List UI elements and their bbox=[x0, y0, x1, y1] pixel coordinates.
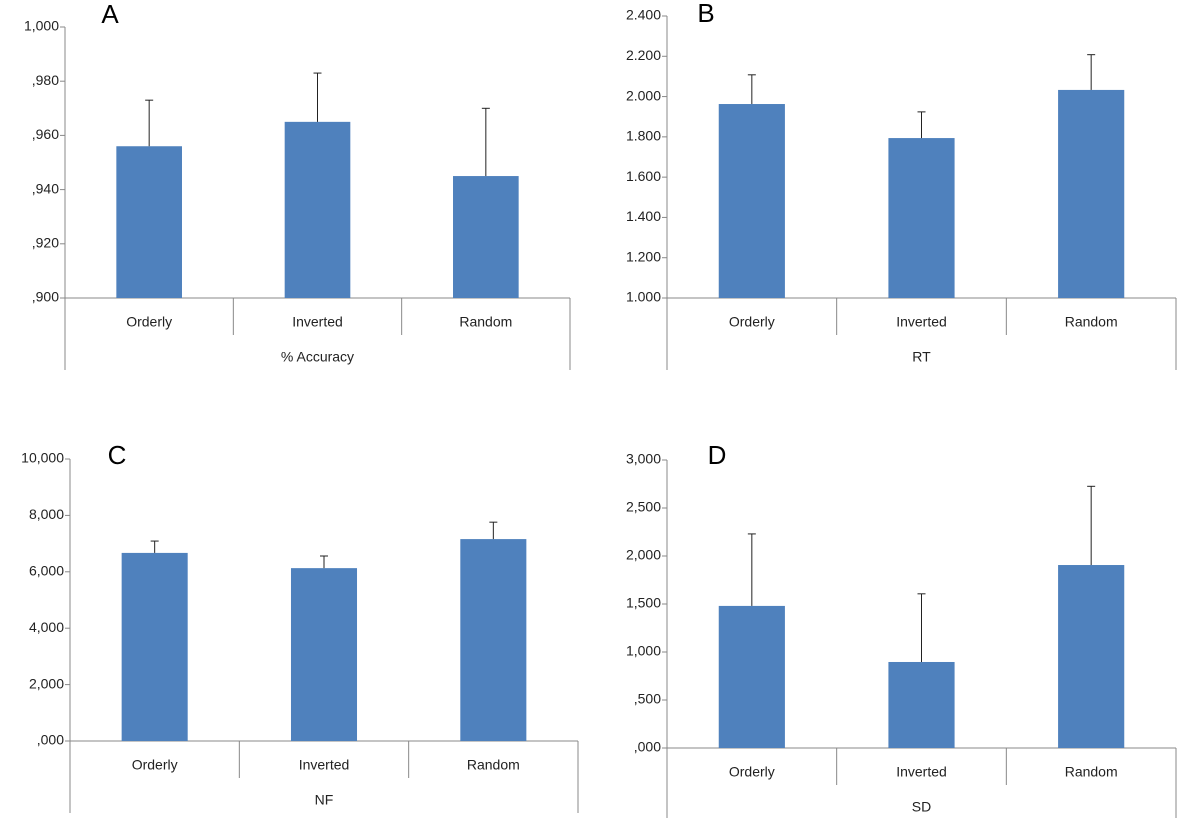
y-tick-label: ,980 bbox=[32, 72, 59, 88]
y-tick-label: 4,000 bbox=[29, 619, 64, 635]
y-tick-label: 3,000 bbox=[626, 451, 661, 467]
y-tick-label: 2.000 bbox=[626, 87, 661, 103]
error-bar bbox=[150, 540, 159, 553]
y-tick-label: ,000 bbox=[37, 732, 64, 748]
x-tick-label: Random bbox=[1065, 314, 1118, 330]
error-bar bbox=[145, 99, 154, 147]
y-tick-label: 1.600 bbox=[626, 168, 661, 184]
x-tick-label: Orderly bbox=[132, 757, 178, 773]
x-tick-label: Inverted bbox=[299, 757, 350, 773]
x-axis-label: SD bbox=[912, 799, 931, 815]
y-tick-label: 2,000 bbox=[626, 547, 661, 563]
y-tick-label: 1.000 bbox=[626, 289, 661, 305]
x-tick-label: Inverted bbox=[896, 314, 947, 330]
bar bbox=[460, 539, 527, 741]
y-tick-label: ,920 bbox=[32, 235, 59, 251]
bar bbox=[453, 176, 519, 298]
error-bar bbox=[747, 533, 756, 606]
x-tick-label: Random bbox=[459, 314, 512, 330]
bar bbox=[290, 568, 358, 741]
x-axis-label: % Accuracy bbox=[281, 349, 354, 365]
y-tick-label: 2,000 bbox=[29, 675, 64, 691]
error-bar bbox=[917, 593, 926, 662]
y-tick-label: 1,500 bbox=[626, 595, 661, 611]
x-axis-label: RT bbox=[912, 349, 931, 365]
y-tick-label: 6,000 bbox=[29, 563, 64, 579]
x-tick-label: Inverted bbox=[896, 764, 947, 780]
error-bar bbox=[747, 74, 756, 105]
y-tick-label: ,000 bbox=[634, 739, 661, 755]
y-tick-label: 2.400 bbox=[626, 7, 661, 23]
error-bar bbox=[1087, 485, 1096, 566]
bar bbox=[284, 121, 351, 298]
y-tick-label: 1,000 bbox=[626, 643, 661, 659]
error-bar bbox=[481, 107, 490, 177]
y-tick-label: 2.200 bbox=[626, 47, 661, 63]
y-tick-label: 10,000 bbox=[21, 450, 64, 466]
x-axis-label: NF bbox=[315, 792, 334, 808]
y-tick-label: 1.800 bbox=[626, 128, 661, 144]
panel-label: C bbox=[108, 440, 127, 470]
x-tick-label: Random bbox=[467, 757, 520, 773]
x-tick-label: Orderly bbox=[729, 764, 775, 780]
error-bar bbox=[489, 521, 498, 540]
bar bbox=[718, 605, 785, 748]
y-tick-label: 2,500 bbox=[626, 499, 661, 515]
y-tick-label: 1.200 bbox=[626, 248, 661, 264]
y-tick-label: ,500 bbox=[634, 691, 661, 707]
bar bbox=[888, 661, 955, 748]
bar bbox=[718, 104, 785, 298]
y-tick-label: 8,000 bbox=[29, 506, 64, 522]
x-tick-label: Inverted bbox=[292, 314, 343, 330]
bar bbox=[121, 552, 188, 741]
y-tick-label: ,900 bbox=[32, 289, 59, 305]
error-bar bbox=[917, 111, 926, 139]
y-tick-label: 1.400 bbox=[626, 208, 661, 224]
error-bar bbox=[313, 72, 322, 122]
x-tick-label: Orderly bbox=[126, 314, 172, 330]
bar bbox=[116, 146, 182, 298]
x-tick-label: Orderly bbox=[729, 314, 775, 330]
y-tick-label: 1,000 bbox=[24, 18, 59, 34]
x-tick-label: Random bbox=[1065, 764, 1118, 780]
y-tick-label: ,940 bbox=[32, 180, 59, 196]
panel-label: B bbox=[697, 0, 714, 28]
panel-label: A bbox=[101, 0, 119, 29]
bar bbox=[888, 138, 955, 298]
panel-label: D bbox=[708, 440, 727, 470]
error-bar bbox=[320, 555, 328, 569]
bar bbox=[1058, 89, 1125, 298]
y-tick-label: ,960 bbox=[32, 126, 59, 142]
error-bar bbox=[1087, 54, 1096, 90]
bar bbox=[1058, 565, 1125, 748]
